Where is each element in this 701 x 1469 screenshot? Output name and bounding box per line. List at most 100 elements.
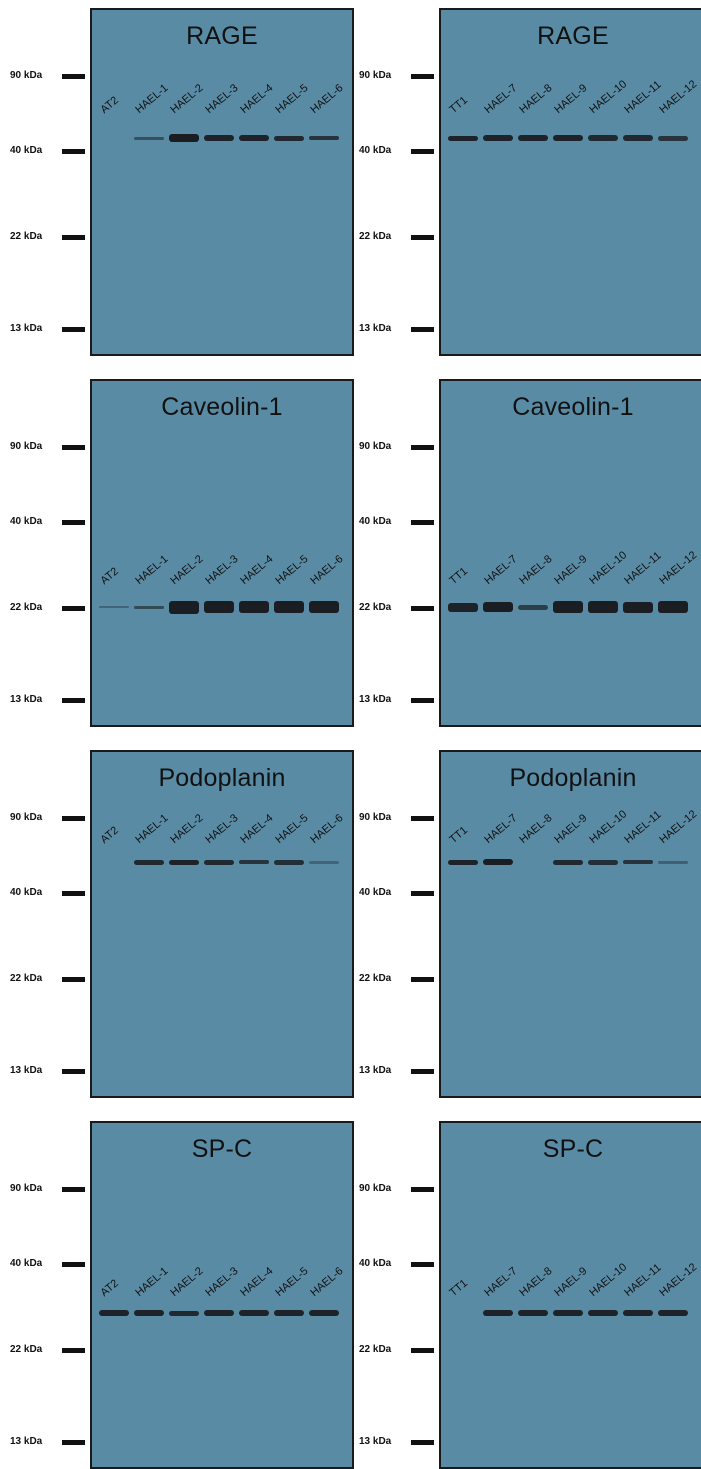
lane-label: HAEL-4 <box>238 812 276 846</box>
mw-marker-bar <box>62 327 85 332</box>
lane-label: HAEL-1 <box>133 553 171 587</box>
blot-title: RAGE <box>537 22 609 50</box>
mw-marker-label: 90 kDa <box>359 812 392 823</box>
lane-label: HAEL-11 <box>622 808 664 846</box>
lane-label: HAEL-10 <box>587 549 630 587</box>
lane-label: HAEL-12 <box>657 78 700 116</box>
mw-marker-bar <box>411 1262 434 1267</box>
mw-marker-bar <box>411 1069 434 1074</box>
lane-label: HAEL-2 <box>168 1265 206 1299</box>
lane-label: AT2 <box>98 94 121 116</box>
lane-label: HAEL-7 <box>482 553 520 587</box>
protein-band <box>309 1310 339 1316</box>
blot-title: SP-C <box>191 1135 253 1163</box>
lane-label: HAEL-5 <box>273 1265 311 1299</box>
lane-label: HAEL-12 <box>657 549 700 587</box>
protein-band <box>483 1310 513 1316</box>
protein-band <box>588 859 618 865</box>
mw-marker-label: 13 kDa <box>10 1436 43 1447</box>
lane-label: HAEL-3 <box>203 1265 241 1299</box>
mw-marker-bar <box>62 1187 85 1192</box>
protein-band <box>309 860 339 864</box>
protein-band <box>134 859 164 865</box>
protein-band <box>134 605 164 609</box>
lane-label: HAEL-6 <box>308 1265 346 1299</box>
protein-band <box>309 136 339 140</box>
protein-band <box>553 1310 583 1316</box>
protein-band <box>239 860 269 864</box>
mw-marker-bar <box>62 891 85 896</box>
lane-label: HAEL-8 <box>517 1265 555 1299</box>
protein-band <box>169 600 199 614</box>
mw-marker-label: 40 kDa <box>359 145 392 156</box>
protein-band <box>588 135 618 141</box>
mw-marker-bar <box>62 235 85 240</box>
blot-title: RAGE <box>186 22 258 50</box>
lane-label: HAEL-5 <box>273 553 311 587</box>
mw-marker-label: 22 kDa <box>10 1344 43 1355</box>
protein-band <box>309 601 339 613</box>
lane-label: TT1 <box>447 1277 470 1299</box>
lane-label: HAEL-7 <box>482 812 520 846</box>
lane-label: HAEL-6 <box>308 82 346 116</box>
mw-marker-bar <box>411 816 434 821</box>
lane-label: HAEL-4 <box>238 1265 276 1299</box>
lane-label: HAEL-8 <box>517 82 555 116</box>
blot-title: Podoplanin <box>509 764 637 792</box>
lane-label: HAEL-7 <box>482 1265 520 1299</box>
protein-band <box>518 604 548 610</box>
lane-label: HAEL-12 <box>657 1261 700 1299</box>
protein-band <box>169 859 199 865</box>
mw-marker-bar <box>411 1348 434 1353</box>
mw-marker-label: 90 kDa <box>359 70 392 81</box>
mw-marker-bar <box>411 149 434 154</box>
protein-band <box>204 135 234 141</box>
lane-label: HAEL-8 <box>517 553 555 587</box>
protein-band <box>658 1310 688 1316</box>
mw-marker-label: 13 kDa <box>359 1065 392 1076</box>
mw-marker-label: 40 kDa <box>359 516 392 527</box>
mw-marker-label: 22 kDa <box>359 973 392 984</box>
lane-label: TT1 <box>447 824 470 846</box>
protein-band <box>588 1310 618 1316</box>
protein-band <box>448 602 478 612</box>
mw-marker-label: 40 kDa <box>10 887 43 898</box>
mw-marker-bar <box>62 816 85 821</box>
protein-band <box>553 859 583 865</box>
lane-label: TT1 <box>447 94 470 116</box>
blot-panel-right: SP-C TT1 HAEL-7 HAEL-8 HAEL-9 HAEL-10 HAEL-11 H… <box>439 1121 701 1469</box>
mw-marker-bar <box>411 235 434 240</box>
mw-marker-bar <box>62 149 85 154</box>
protein-band <box>204 859 234 865</box>
mw-marker-label: 13 kDa <box>359 323 392 334</box>
mw-marker-label: 13 kDa <box>10 694 43 705</box>
mw-marker-bar <box>62 606 85 611</box>
mw-marker-bar <box>62 1262 85 1267</box>
protein-band <box>204 1310 234 1316</box>
lane-label: HAEL-4 <box>238 553 276 587</box>
protein-band <box>658 601 688 613</box>
mw-marker-label: 90 kDa <box>359 1183 392 1194</box>
mw-marker-label: 22 kDa <box>359 231 392 242</box>
lane-label: HAEL-2 <box>168 82 206 116</box>
mw-marker-bar <box>411 1187 434 1192</box>
mw-marker-bar <box>62 698 85 703</box>
lane-label: HAEL-5 <box>273 82 311 116</box>
lane-label: HAEL-11 <box>622 549 664 587</box>
mw-marker-bar <box>411 891 434 896</box>
lane-label: HAEL-11 <box>622 78 664 116</box>
mw-marker-bar <box>62 1348 85 1353</box>
mw-marker-label: 40 kDa <box>10 516 43 527</box>
protein-band <box>239 601 269 613</box>
mw-marker-label: 13 kDa <box>10 323 43 334</box>
mw-marker-bar <box>411 977 434 982</box>
mw-marker-bar <box>62 445 85 450</box>
protein-band <box>274 601 304 613</box>
protein-band <box>483 602 513 612</box>
mw-marker-bar <box>411 520 434 525</box>
protein-band <box>99 1310 129 1316</box>
blot-panel-right: Podoplanin TT1 HAEL-7 HAEL-8 HAEL-9 HAEL-10 HA… <box>439 750 701 1098</box>
protein-band <box>483 135 513 141</box>
protein-band <box>274 1310 304 1316</box>
blot-panel-left: SP-C AT2 HAEL-1 HAEL-2 HAEL-3 HAEL-4 HAEL-5 HAE… <box>90 1121 354 1469</box>
